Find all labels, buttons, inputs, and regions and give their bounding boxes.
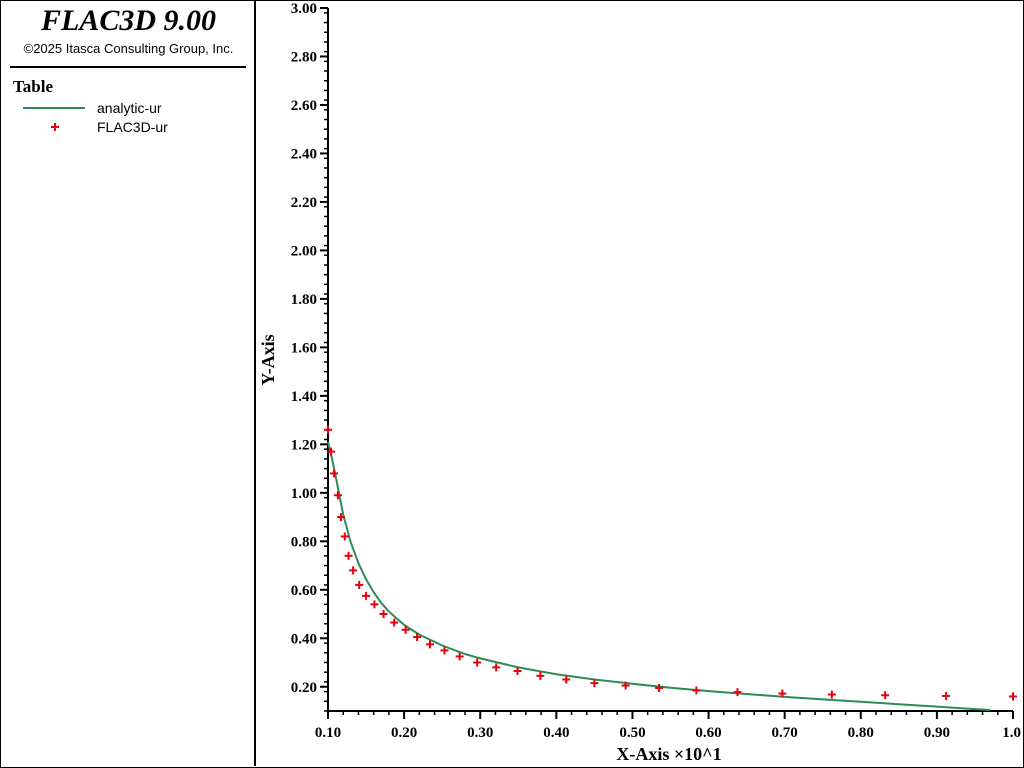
data-point-flac3d-ur	[349, 566, 358, 575]
data-point-flac3d-ur	[455, 652, 464, 661]
app-title: FLAC3D 9.00	[40, 4, 217, 37]
y-tick-label: 0.20	[291, 680, 317, 696]
x-tick-label: 0.40	[543, 725, 569, 741]
data-point-flac3d-ur	[590, 679, 599, 688]
legend-item-flac3d-ur[interactable]: FLAC3D-ur	[23, 118, 243, 136]
y-axis-label: Y-Axis	[258, 334, 278, 385]
y-tick-label: 1.60	[291, 340, 317, 356]
y-tick-label: 3.00	[291, 1, 317, 17]
y-tick-label: 1.80	[291, 292, 317, 308]
y-tick-label: 2.60	[291, 98, 317, 114]
data-point-flac3d-ur	[324, 425, 332, 434]
data-point-flac3d-ur	[344, 551, 353, 560]
y-tick-label: 0.60	[291, 583, 317, 599]
x-tick-label: 0.10	[315, 725, 341, 741]
y-tick-label: 2.20	[291, 195, 317, 211]
y-tick-label: 0.40	[291, 631, 317, 647]
data-point-flac3d-ur	[733, 688, 742, 697]
legend-line-swatch	[23, 107, 85, 109]
data-point-flac3d-ur	[942, 691, 951, 700]
legend-title: Table	[13, 77, 54, 96]
y-tick-label: 1.40	[291, 389, 317, 405]
y-tick-label: 2.80	[291, 49, 317, 65]
data-point-flac3d-ur	[370, 600, 379, 609]
data-point-flac3d-ur	[362, 591, 371, 600]
y-tick-label: 2.40	[291, 146, 317, 162]
data-point-flac3d-ur	[340, 532, 349, 541]
x-tick-label: 0.90	[924, 725, 950, 741]
data-point-flac3d-ur	[401, 625, 410, 634]
data-point-flac3d-ur	[355, 580, 364, 589]
x-axis-label: X-Axis ×10^1	[616, 744, 721, 764]
data-point-flac3d-ur	[492, 663, 501, 672]
data-point-flac3d-ur	[473, 658, 482, 667]
data-point-flac3d-ur	[379, 610, 388, 619]
copyright-text: ©2025 Itasca Consulting Group, Inc.	[23, 41, 234, 56]
y-tick-label: 0.80	[291, 534, 317, 550]
title-divider	[10, 66, 246, 68]
x-tick-label: 0.80	[848, 725, 874, 741]
data-point-flac3d-ur	[692, 686, 701, 695]
data-point-flac3d-ur	[333, 491, 342, 500]
legend-item-analytic-ur[interactable]: analytic-ur	[23, 99, 243, 117]
data-point-flac3d-ur	[327, 447, 336, 456]
x-tick-label: 0.60	[695, 725, 721, 741]
data-point-flac3d-ur	[425, 640, 434, 649]
data-point-flac3d-ur	[513, 667, 522, 676]
data-point-flac3d-ur	[440, 646, 449, 655]
series-line-analytic-ur	[327, 441, 991, 711]
data-point-flac3d-ur	[330, 469, 339, 478]
y-tick-label: 2.00	[291, 243, 317, 259]
data-point-flac3d-ur	[881, 691, 890, 700]
y-tick-label: 1.00	[291, 486, 317, 502]
data-point-flac3d-ur	[336, 513, 345, 522]
x-tick-label: 0.70	[772, 725, 798, 741]
data-point-flac3d-ur	[562, 675, 571, 684]
legend-plus-marker-swatch	[51, 123, 59, 131]
data-point-flac3d-ur	[655, 683, 664, 692]
axes: 0.20 0.40 0.60 0.80 1.00 1.20 1.40 1.60 1.80 2.00…	[291, 1, 1021, 741]
data-point-flac3d-ur	[390, 618, 399, 627]
legend-label: analytic-ur	[97, 100, 162, 116]
x-tick-label: 0.30	[467, 725, 493, 741]
x-tick-label: 0.20	[391, 725, 417, 741]
data-point-flac3d-ur	[827, 690, 836, 699]
y-tick-label: 1.20	[291, 437, 317, 453]
data-point-flac3d-ur	[536, 671, 545, 680]
x-tick-label: 0.50	[619, 725, 645, 741]
data-point-flac3d-ur	[621, 681, 630, 690]
data-point-flac3d-ur	[413, 633, 422, 642]
legend-label: FLAC3D-ur	[97, 119, 168, 135]
series-layer	[324, 425, 1017, 711]
data-point-flac3d-ur	[778, 689, 787, 698]
legend-panel: FLAC3D 9.00 ©2025 Itasca Consulting Grou…	[1, 1, 256, 766]
x-tick-label: 1.0	[1002, 725, 1021, 741]
data-point-flac3d-ur	[1009, 692, 1017, 701]
